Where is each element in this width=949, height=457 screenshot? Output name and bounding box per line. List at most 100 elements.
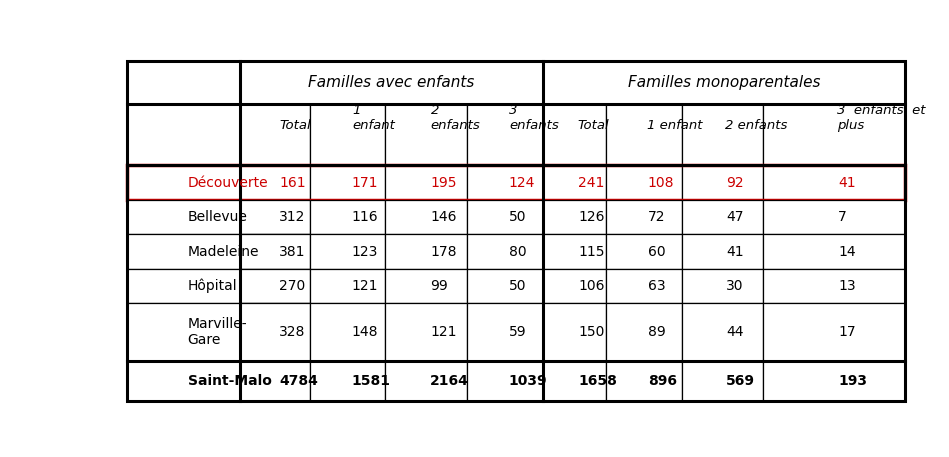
Bar bbox=[543, 104, 606, 165]
Text: Familles monoparentales: Familles monoparentales bbox=[627, 75, 820, 90]
Bar bbox=[127, 361, 310, 401]
Text: 312: 312 bbox=[279, 210, 306, 224]
Text: 569: 569 bbox=[726, 374, 755, 388]
Bar bbox=[385, 200, 467, 234]
Bar bbox=[606, 200, 681, 234]
Text: 47: 47 bbox=[726, 210, 744, 224]
Bar bbox=[310, 269, 385, 303]
Text: Découverte: Découverte bbox=[188, 175, 269, 190]
Text: 2164: 2164 bbox=[430, 374, 469, 388]
Bar bbox=[543, 303, 606, 361]
Bar bbox=[240, 104, 310, 165]
Text: 123: 123 bbox=[351, 244, 378, 259]
Bar bbox=[127, 165, 905, 200]
Bar bbox=[681, 234, 763, 269]
Bar bbox=[606, 269, 681, 303]
Text: 60: 60 bbox=[647, 244, 665, 259]
Text: 50: 50 bbox=[509, 210, 526, 224]
Bar bbox=[763, 269, 905, 303]
Text: 116: 116 bbox=[351, 210, 378, 224]
Bar bbox=[763, 303, 905, 361]
Bar bbox=[763, 200, 905, 234]
Bar bbox=[310, 165, 385, 200]
Bar bbox=[240, 61, 543, 104]
Text: 381: 381 bbox=[279, 244, 306, 259]
Text: 72: 72 bbox=[647, 210, 665, 224]
Text: 1658: 1658 bbox=[578, 374, 617, 388]
Text: 92: 92 bbox=[726, 175, 744, 190]
Bar bbox=[543, 61, 905, 104]
Bar bbox=[467, 303, 543, 361]
Text: 89: 89 bbox=[647, 325, 665, 339]
Bar bbox=[127, 269, 310, 303]
Text: 270: 270 bbox=[279, 279, 306, 293]
Text: 195: 195 bbox=[430, 175, 456, 190]
Text: 150: 150 bbox=[578, 325, 605, 339]
Bar bbox=[681, 303, 763, 361]
Text: 2 enfants: 2 enfants bbox=[725, 119, 788, 132]
Text: 1
enfant: 1 enfant bbox=[352, 104, 395, 132]
Text: 106: 106 bbox=[578, 279, 605, 293]
Text: 3  enfants  et
plus: 3 enfants et plus bbox=[837, 104, 926, 132]
Text: 44: 44 bbox=[726, 325, 744, 339]
Text: Marville-
Gare: Marville- Gare bbox=[188, 317, 248, 347]
Bar bbox=[543, 361, 606, 401]
Text: 99: 99 bbox=[430, 279, 448, 293]
Text: 13: 13 bbox=[838, 279, 856, 293]
Text: Saint-Malo: Saint-Malo bbox=[188, 374, 271, 388]
Text: 17: 17 bbox=[838, 325, 856, 339]
Text: 178: 178 bbox=[430, 244, 456, 259]
Bar bbox=[467, 234, 543, 269]
Bar bbox=[127, 234, 310, 269]
Text: 41: 41 bbox=[726, 244, 744, 259]
Text: 121: 121 bbox=[430, 325, 456, 339]
Text: Familles avec enfants: Familles avec enfants bbox=[308, 75, 474, 90]
Bar bbox=[763, 234, 905, 269]
Bar bbox=[467, 165, 543, 200]
Text: 108: 108 bbox=[647, 175, 674, 190]
Text: 80: 80 bbox=[509, 244, 527, 259]
Bar bbox=[763, 361, 905, 401]
Text: Hôpital: Hôpital bbox=[188, 279, 237, 293]
Text: 193: 193 bbox=[838, 374, 867, 388]
Bar bbox=[385, 361, 467, 401]
Text: 241: 241 bbox=[578, 175, 605, 190]
Bar bbox=[240, 234, 310, 269]
Bar bbox=[310, 303, 385, 361]
Bar bbox=[385, 104, 467, 165]
Text: 41: 41 bbox=[838, 175, 856, 190]
Text: 63: 63 bbox=[647, 279, 665, 293]
Bar bbox=[240, 165, 310, 200]
Bar bbox=[310, 234, 385, 269]
Text: Bellevue: Bellevue bbox=[188, 210, 248, 224]
Text: 1581: 1581 bbox=[351, 374, 390, 388]
Bar bbox=[681, 104, 763, 165]
Bar bbox=[310, 200, 385, 234]
Text: 171: 171 bbox=[351, 175, 378, 190]
Bar bbox=[763, 104, 905, 165]
Text: 14: 14 bbox=[838, 244, 856, 259]
Text: 30: 30 bbox=[726, 279, 744, 293]
Text: 1 enfant: 1 enfant bbox=[647, 119, 702, 132]
Text: 126: 126 bbox=[578, 210, 605, 224]
Text: 124: 124 bbox=[509, 175, 535, 190]
Text: 115: 115 bbox=[578, 244, 605, 259]
Bar bbox=[467, 104, 543, 165]
Bar bbox=[385, 165, 467, 200]
Bar bbox=[543, 165, 606, 200]
Bar bbox=[606, 303, 681, 361]
Text: 7: 7 bbox=[838, 210, 847, 224]
Bar bbox=[681, 200, 763, 234]
Text: 2
enfants: 2 enfants bbox=[431, 104, 480, 132]
Bar bbox=[467, 269, 543, 303]
Bar bbox=[606, 104, 681, 165]
Text: 161: 161 bbox=[279, 175, 306, 190]
Text: 4784: 4784 bbox=[279, 374, 318, 388]
Bar bbox=[310, 361, 385, 401]
Bar bbox=[467, 361, 543, 401]
Text: Madeleine: Madeleine bbox=[188, 244, 259, 259]
Bar bbox=[127, 200, 310, 234]
Bar bbox=[127, 165, 310, 200]
Bar bbox=[543, 269, 606, 303]
Bar bbox=[385, 303, 467, 361]
